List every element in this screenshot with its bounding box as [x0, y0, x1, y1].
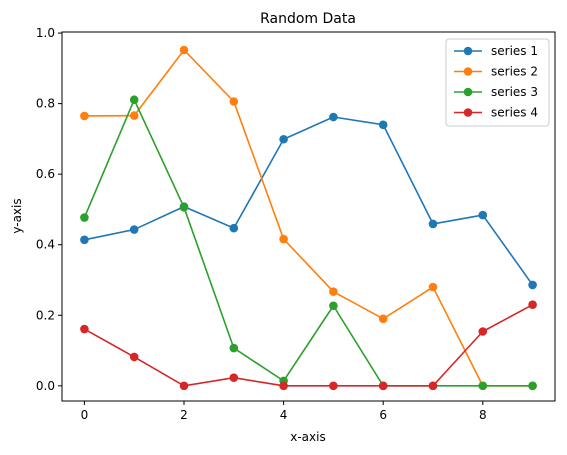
- y-tick-label: 0.4: [36, 238, 55, 252]
- series-line: [84, 303, 533, 387]
- data-point: [378, 314, 388, 324]
- data-point: [80, 213, 89, 222]
- data-point: [229, 97, 239, 106]
- data-point: [478, 381, 488, 391]
- data-point: [329, 381, 338, 391]
- data-point: [229, 373, 239, 383]
- y-tick-label: 0.2: [36, 308, 55, 322]
- series-line: [83, 98, 533, 387]
- plot-frame: [61, 31, 556, 402]
- legend-item: series 1: [454, 44, 538, 58]
- series-3: [80, 95, 537, 391]
- x-axis-label: x-axis: [290, 430, 325, 444]
- legend-label: series 1: [491, 44, 538, 58]
- legend-marker: [463, 87, 473, 97]
- series-4: [80, 300, 537, 391]
- data-point: [478, 327, 488, 336]
- series-2: [80, 45, 537, 391]
- chart-title: Random Data: [260, 11, 356, 27]
- legend-marker: [463, 108, 473, 117]
- x-tick-label: 6: [379, 408, 387, 422]
- y-axis-label: y-axis: [10, 198, 24, 233]
- x-tick-label: 2: [180, 408, 188, 422]
- legend-marker: [463, 46, 473, 56]
- data-point: [80, 235, 89, 245]
- data-point: [428, 381, 438, 391]
- y-tick-label: 0.8: [36, 97, 55, 111]
- legend-item: series 4: [454, 106, 538, 120]
- data-point: [279, 381, 288, 391]
- legend: series 1 series 2 series 3 series 4: [445, 38, 550, 127]
- data-point: [229, 223, 239, 233]
- data-point: [179, 203, 189, 212]
- legend-label: series 4: [491, 106, 538, 120]
- y-tick-label: 0.6: [36, 167, 55, 181]
- series-line: [84, 49, 533, 387]
- data-point: [129, 111, 139, 120]
- legend-label: series 3: [491, 85, 538, 99]
- data-point: [378, 120, 388, 130]
- data-point: [528, 280, 537, 290]
- series-line: [84, 116, 534, 286]
- data-point: [129, 95, 139, 105]
- data-point: [129, 225, 139, 234]
- legend-marker: [463, 67, 473, 76]
- series-1: [80, 112, 537, 290]
- y-tick-label: 0.0: [36, 379, 55, 393]
- data-point: [428, 219, 438, 229]
- y-tick-label: 1.0: [36, 26, 55, 40]
- data-point: [329, 301, 338, 311]
- legend-box: [445, 38, 550, 127]
- data-point: [428, 282, 438, 292]
- data-point: [179, 381, 189, 391]
- y-axis: 0.0 0.2 0.4 0.6 0.8 1.0: [36, 26, 62, 393]
- data-point: [179, 45, 189, 55]
- x-tick-label: 8: [479, 408, 487, 422]
- data-point: [279, 234, 288, 244]
- plot-area: [80, 45, 537, 391]
- x-axis: 0 2 4 6 8: [81, 401, 487, 422]
- data-point: [129, 352, 139, 362]
- data-point: [378, 381, 388, 391]
- legend-item: series 2: [454, 65, 538, 79]
- data-point: [279, 134, 288, 144]
- data-point: [329, 112, 338, 122]
- x-tick-label: 4: [280, 408, 288, 422]
- legend-item: series 3: [454, 85, 538, 99]
- data-point: [528, 300, 537, 309]
- x-tick-label: 0: [81, 408, 89, 422]
- data-point: [528, 381, 537, 391]
- data-point: [478, 210, 488, 220]
- data-point: [329, 287, 338, 296]
- data-point: [80, 111, 89, 121]
- data-point: [229, 343, 239, 353]
- legend-label: series 2: [491, 65, 538, 79]
- data-point: [80, 324, 89, 334]
